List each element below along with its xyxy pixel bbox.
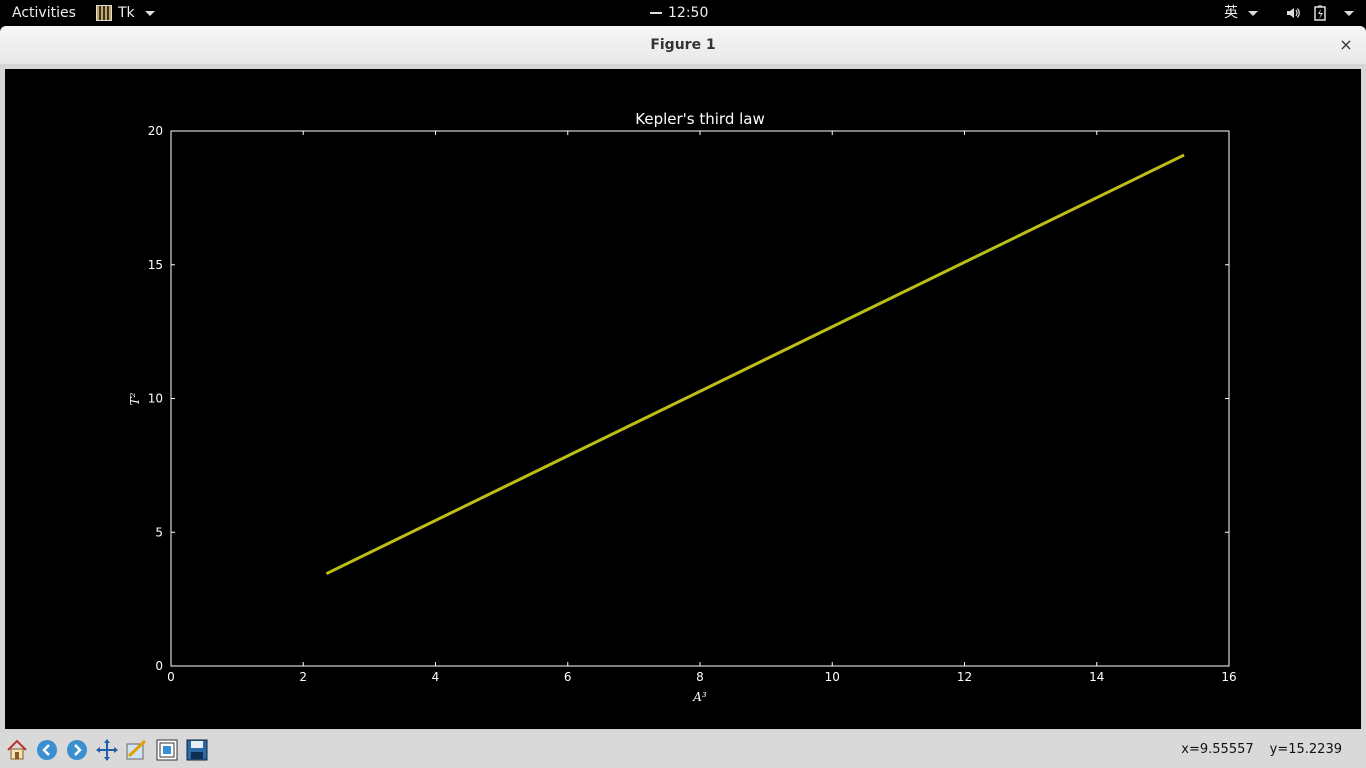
pan-move-icon[interactable] bbox=[94, 737, 120, 763]
x-tick-label: 12 bbox=[957, 670, 972, 684]
x-tick-label: 10 bbox=[825, 670, 840, 684]
tk-app-icon bbox=[96, 5, 112, 21]
x-axis-label: A³ bbox=[692, 690, 707, 704]
save-icon[interactable] bbox=[184, 737, 210, 763]
configure-subplots-icon[interactable] bbox=[154, 737, 180, 763]
series-layer bbox=[325, 153, 1185, 576]
chevron-down-icon bbox=[1344, 10, 1354, 16]
top-panel: Activities Tk 12:50 英 bbox=[0, 0, 1366, 26]
app-menu[interactable]: Tk bbox=[96, 0, 155, 26]
x-readout: x=9.55557 bbox=[1181, 742, 1254, 757]
x-tick-label: 8 bbox=[696, 670, 704, 684]
y-tick-label: 15 bbox=[148, 258, 163, 272]
y-tick-label: 0 bbox=[155, 659, 163, 673]
window-titlebar[interactable]: Figure 1 × bbox=[0, 26, 1366, 65]
ticks: 0 2 4 6 8 10 12 14 16 0 5 10 15 20 bbox=[148, 124, 1237, 684]
home-icon[interactable] bbox=[4, 737, 30, 763]
chart-title: Kepler's third law bbox=[635, 110, 765, 128]
input-method-menu[interactable]: 英 bbox=[1224, 0, 1258, 26]
volume-icon bbox=[1287, 8, 1300, 18]
battery-icon bbox=[1314, 5, 1326, 21]
y-tick-label: 10 bbox=[148, 392, 163, 406]
system-tray[interactable] bbox=[1286, 0, 1354, 26]
back-arrow-icon[interactable] bbox=[34, 737, 60, 763]
activities-button[interactable]: Activities bbox=[12, 5, 76, 21]
chevron-down-icon bbox=[144, 10, 155, 16]
series-line bbox=[325, 153, 1185, 576]
dash-icon bbox=[650, 12, 662, 14]
x-tick-label: 0 bbox=[167, 670, 175, 684]
cursor-coordinates: x=9.55557 y=15.2239 bbox=[1181, 732, 1342, 768]
x-tick-label: 14 bbox=[1089, 670, 1104, 684]
clock-label: 12:50 bbox=[668, 5, 709, 21]
x-tick-label: 16 bbox=[1221, 670, 1236, 684]
x-tick-label: 4 bbox=[432, 670, 440, 684]
chevron-down-icon bbox=[1248, 10, 1258, 16]
y-readout: y=15.2239 bbox=[1269, 742, 1342, 757]
close-button[interactable]: × bbox=[1339, 35, 1353, 54]
y-tick-label: 5 bbox=[155, 525, 163, 539]
y-axis-label: T² bbox=[128, 392, 142, 405]
window-title: Figure 1 bbox=[650, 37, 716, 53]
forward-arrow-icon[interactable] bbox=[64, 737, 90, 763]
chart: 0 2 4 6 8 10 12 14 16 0 5 10 15 20 Kepler's third law… bbox=[128, 110, 1237, 704]
input-method-label: 英 bbox=[1224, 5, 1238, 21]
x-tick-label: 2 bbox=[299, 670, 307, 684]
app-menu-label: Tk bbox=[118, 5, 135, 21]
zoom-rect-icon[interactable] bbox=[124, 737, 150, 763]
navigation-toolbar: x=9.55557 y=15.2239 bbox=[0, 732, 1366, 768]
x-tick-label: 6 bbox=[564, 670, 572, 684]
figure-canvas[interactable]: 0 2 4 6 8 10 12 14 16 0 5 10 15 20 Kepler's third law… bbox=[5, 69, 1361, 729]
y-tick-label: 20 bbox=[148, 124, 163, 138]
clock[interactable]: 12:50 bbox=[650, 0, 708, 26]
